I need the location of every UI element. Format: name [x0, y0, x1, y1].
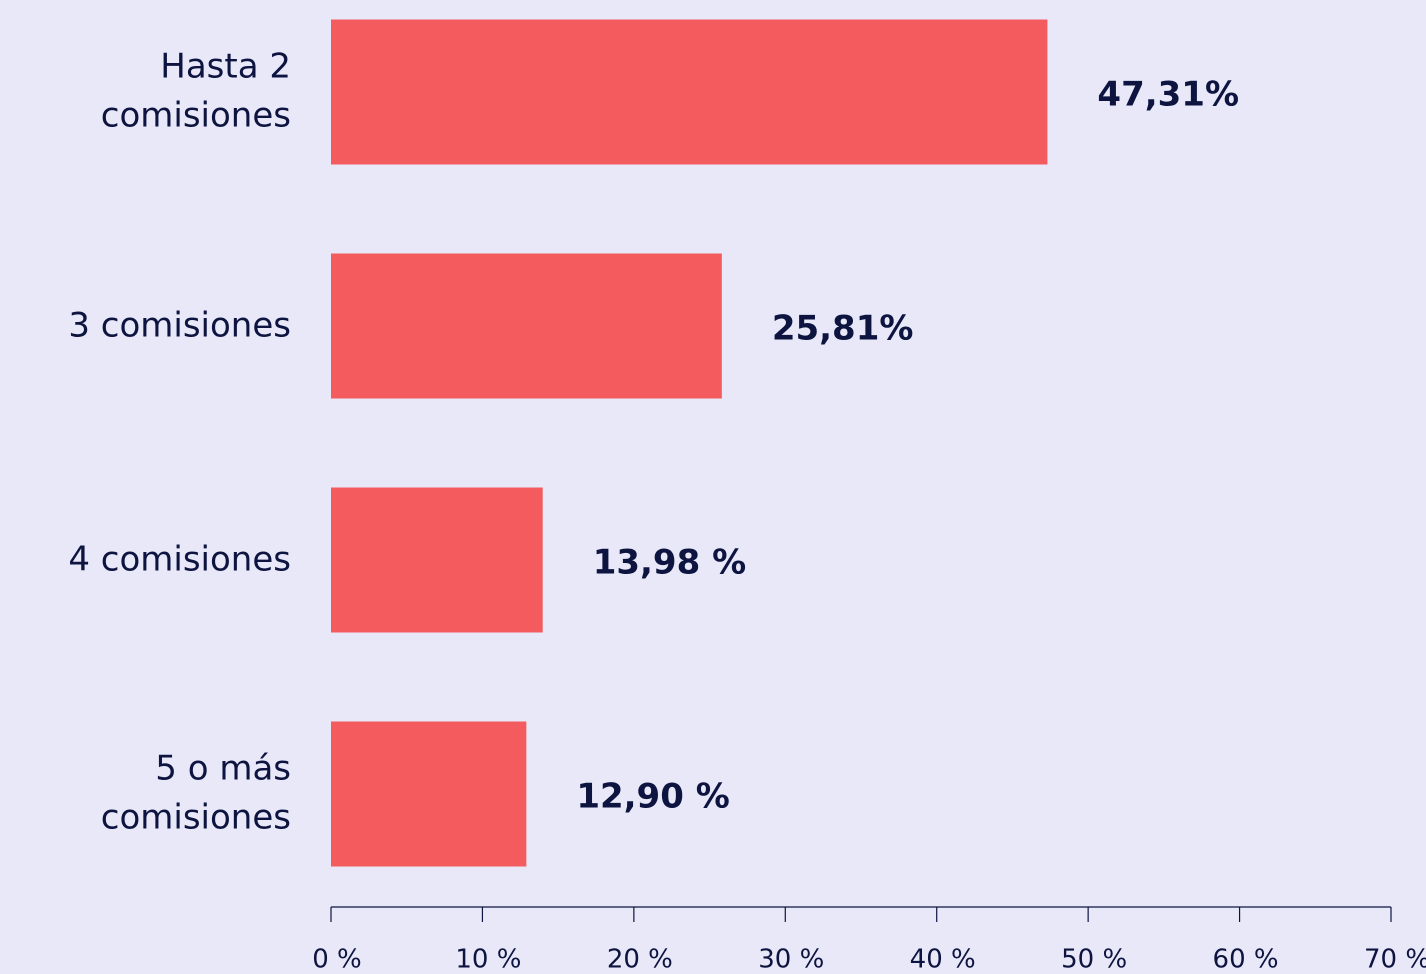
- x-tick-label: 60 %: [1213, 945, 1279, 974]
- bar: [331, 19, 1048, 165]
- x-tick-label: 0 %: [312, 945, 362, 974]
- value-label: 47,31%: [1097, 75, 1239, 115]
- y-tick-label: 3 comisiones: [68, 305, 291, 346]
- bar: [331, 487, 543, 633]
- x-tick-label: 40 %: [910, 945, 976, 974]
- x-tick-label: 20 %: [607, 945, 673, 974]
- x-tick-label: 70 %: [1364, 945, 1426, 974]
- x-tick-label: 50 %: [1061, 945, 1127, 974]
- bar: [331, 721, 527, 867]
- value-label: 12,90 %: [576, 777, 729, 817]
- y-tick-label: 4 comisiones: [68, 539, 291, 580]
- value-label: 25,81%: [772, 309, 914, 349]
- y-tick-label: 5 o más comisiones: [100, 748, 291, 838]
- bar: [331, 253, 722, 399]
- value-label: 13,98 %: [593, 543, 746, 583]
- y-tick-label: Hasta 2 comisiones: [100, 46, 291, 136]
- x-tick-label: 30 %: [758, 945, 824, 974]
- x-tick-label: 10 %: [455, 945, 521, 974]
